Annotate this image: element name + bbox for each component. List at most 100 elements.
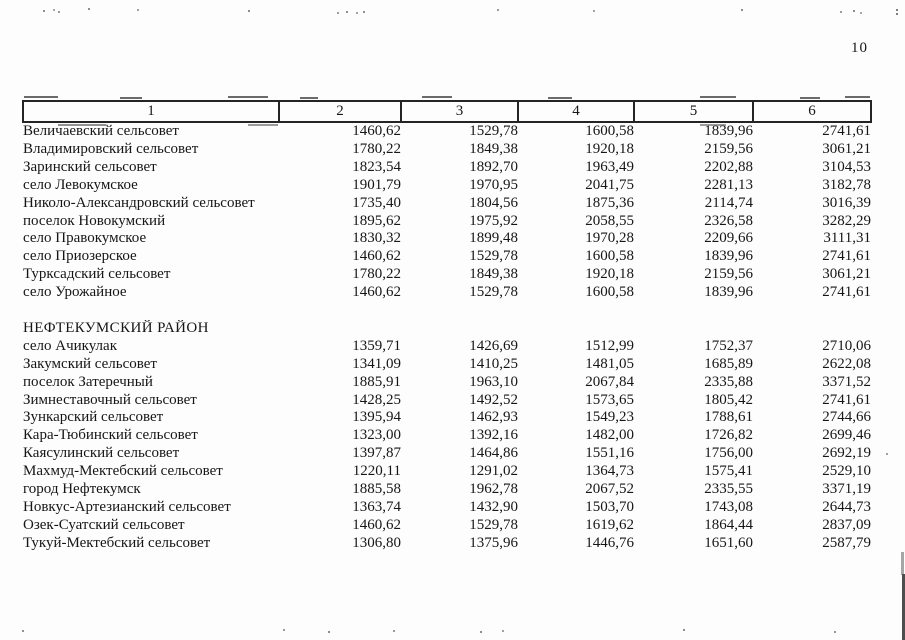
settlement-name: село Урожайное <box>23 284 127 301</box>
settlement-name: Каясулинский сельсовет <box>23 445 180 462</box>
value-cell: 1529,78 <box>469 248 518 265</box>
settlement-name: Величаевский сельсовет <box>23 123 179 139</box>
value-cell: 2058,55 <box>585 212 634 229</box>
value-cell: 1823,54 <box>352 158 401 175</box>
column-header-5: 5 <box>633 100 754 123</box>
column-header-6: 6 <box>752 100 872 123</box>
value-cell: 2837,09 <box>822 516 871 533</box>
scan-artifact-dash <box>800 97 820 99</box>
table-row: Величаевский сельсовет 1460,62 1529,78 1600… <box>23 122 871 141</box>
column-header-4: 4 <box>517 100 635 123</box>
value-cell: 1529,78 <box>469 123 518 139</box>
table-row: Зункарский сельсовет 1395,94 1462,93 1549,2… <box>23 409 871 427</box>
settlement-name: Зимнеставочный сельсовет <box>23 391 197 408</box>
value-cell: 1970,28 <box>585 230 634 247</box>
value-cell: 1410,25 <box>469 355 518 372</box>
value-cell: 1482,00 <box>585 427 634 444</box>
value-cell: 1885,91 <box>352 373 401 390</box>
scan-artifact-dash <box>24 96 58 98</box>
value-cell: 1551,16 <box>585 445 634 462</box>
value-cell: 1460,62 <box>352 248 401 265</box>
table-row: Тукуй-Мектебский сельсовет 1306,80 1375,96… <box>23 535 871 553</box>
value-cell: 2335,88 <box>704 373 753 390</box>
value-cell: 1446,76 <box>585 534 634 551</box>
table-row: Николо-Александровский сельсовет 1735,40 1… <box>23 195 871 213</box>
value-cell: 1375,96 <box>469 534 518 551</box>
value-cell: 1780,22 <box>352 140 401 157</box>
settlement-name: Владимировский сельсовет <box>23 140 199 157</box>
value-cell: 1363,74 <box>352 499 401 516</box>
table-row: Турксадский сельсовет 1780,22 1849,38 1920,… <box>23 266 871 284</box>
value-cell: 1839,96 <box>704 123 753 139</box>
value-cell: 1970,95 <box>469 176 518 193</box>
value-cell: 2622,08 <box>822 355 871 372</box>
value-cell: 1395,94 <box>352 409 401 426</box>
value-cell: 1575,41 <box>704 463 753 480</box>
value-cell: 1323,00 <box>352 427 401 444</box>
table-row: Зимнеставочный сельсовет 1428,25 1492,52 15… <box>23 392 871 410</box>
table-row: Кара-Тюбинский сельсовет 1323,00 1392,16 14… <box>23 427 871 445</box>
value-cell: 3061,21 <box>822 266 871 283</box>
page-number: 10 <box>851 40 868 56</box>
value-cell: 1875,36 <box>585 194 634 211</box>
value-cell: 1901,79 <box>352 176 401 193</box>
value-cell: 1549,23 <box>585 409 634 426</box>
settlement-name: Новкус-Артезианский сельсовет <box>23 499 231 516</box>
value-cell: 1975,92 <box>469 212 518 229</box>
settlement-name: село Ачикулак <box>23 337 117 354</box>
value-cell: 2114,74 <box>704 194 753 211</box>
value-cell: 3111,31 <box>823 230 871 247</box>
value-cell: 1830,32 <box>352 230 401 247</box>
settlement-name: село Левокумское <box>23 176 138 193</box>
scan-artifact-dash <box>300 97 318 99</box>
table-row: город Нефтекумск 1885,58 1962,78 2067,52 233… <box>23 481 871 499</box>
value-cell: 1397,87 <box>352 445 401 462</box>
value-cell: 1503,70 <box>585 499 634 516</box>
value-cell: 1464,86 <box>469 445 518 462</box>
value-cell: 2587,79 <box>822 534 871 551</box>
value-cell: 1460,62 <box>352 284 401 301</box>
value-cell: 3061,21 <box>822 140 871 157</box>
value-cell: 1364,73 <box>585 463 634 480</box>
value-cell: 1600,58 <box>585 248 634 265</box>
value-cell: 1529,78 <box>469 284 518 301</box>
table-row: поселок Новокумский 1895,62 1975,92 2058,55… <box>23 213 871 231</box>
value-cell: 1220,11 <box>352 463 401 480</box>
value-cell: 1460,62 <box>352 516 401 533</box>
settlement-name: Кара-Тюбинский сельсовет <box>23 427 198 444</box>
value-cell: 2202,88 <box>704 158 753 175</box>
value-cell: 1743,08 <box>704 499 753 516</box>
value-cell: 1849,38 <box>469 140 518 157</box>
settlement-name: село Приозерское <box>23 248 137 265</box>
scan-specks-bottom <box>0 0 2 2</box>
value-cell: 2067,84 <box>585 373 634 390</box>
value-cell: 1460,62 <box>352 123 401 139</box>
table-row: село Ачикулак 1359,71 1426,69 1512,99 1752,3… <box>23 338 871 356</box>
value-cell: 1426,69 <box>469 337 518 354</box>
value-cell: 2159,56 <box>704 266 753 283</box>
scan-artifact-dash <box>228 96 268 98</box>
value-cell: 1432,90 <box>469 499 518 516</box>
value-cell: 2699,46 <box>822 427 871 444</box>
value-cell: 1962,78 <box>469 481 518 498</box>
scan-artifact-dash <box>58 124 106 126</box>
value-cell: 1756,00 <box>704 445 753 462</box>
table-row: Новкус-Артезианский сельсовет 1363,74 1432… <box>23 499 871 517</box>
column-header-2: 2 <box>278 100 402 123</box>
settlement-name: поселок Новокумский <box>23 212 166 229</box>
value-cell: 1839,96 <box>704 284 753 301</box>
value-cell: 2281,13 <box>704 176 753 193</box>
scan-artifact-edge-light <box>901 552 904 575</box>
value-cell: 1849,38 <box>469 266 518 283</box>
value-cell: 1492,52 <box>469 391 518 408</box>
scan-artifact-dash <box>845 96 870 98</box>
value-cell: 1726,82 <box>704 427 753 444</box>
value-cell: 1685,89 <box>704 355 753 372</box>
value-cell: 1899,48 <box>469 230 518 247</box>
value-cell: 2741,61 <box>822 284 871 301</box>
value-cell: 3282,29 <box>822 212 871 229</box>
settlement-name: Зункарский сельсовет <box>23 409 164 426</box>
value-cell: 1735,40 <box>352 194 401 211</box>
scan-artifact-dash <box>700 96 736 98</box>
